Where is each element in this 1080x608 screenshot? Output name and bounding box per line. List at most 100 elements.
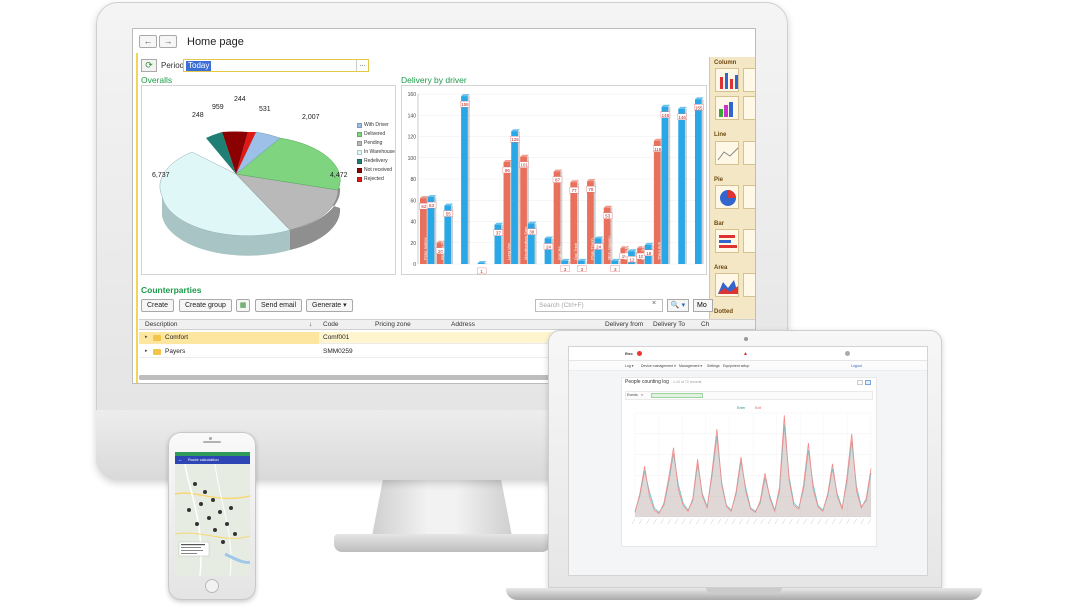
column-3d-chart-icon[interactable] <box>715 96 739 120</box>
pie-chart-icon[interactable] <box>715 185 739 209</box>
column-chart-icon[interactable] <box>715 68 739 92</box>
y-tick-label: 40 <box>410 220 416 226</box>
data-label-box <box>694 104 704 111</box>
data-label-box <box>593 243 604 250</box>
search-icon[interactable]: ⌕ <box>641 392 644 397</box>
data-label: 15 <box>622 254 628 259</box>
bar-chart-alt-icon[interactable] <box>743 229 755 253</box>
export-button[interactable]: ▦ <box>236 299 250 312</box>
bar-top <box>603 205 613 208</box>
menu-settings[interactable]: Settings <box>707 364 720 368</box>
expand-icon[interactable]: ▸ <box>145 348 148 354</box>
bar <box>511 131 518 264</box>
period-select-button[interactable]: ... <box>356 60 368 71</box>
column-header-ch[interactable]: Ch <box>701 321 710 328</box>
menu-device-management[interactable]: Device management ▾ <box>641 364 676 368</box>
menu-log[interactable]: Log ▾ <box>625 364 634 368</box>
clear-search-icon[interactable]: × <box>652 300 657 307</box>
period-input[interactable]: Today ... <box>183 59 369 72</box>
column-chart-alt-icon[interactable] <box>743 68 755 92</box>
back-button[interactable]: ← <box>139 35 157 48</box>
line-chart-icon[interactable] <box>715 141 739 165</box>
bar <box>427 197 435 264</box>
laptop-camera <box>744 337 748 341</box>
pie-rim-warehouse <box>162 196 290 256</box>
more-button[interactable]: Mo <box>693 299 713 312</box>
sort-indicator[interactable]: ↓ <box>309 321 313 328</box>
x-tick <box>731 518 736 525</box>
laptop-web-app-screen: Eteo ▲ Log ▾ Device management ▾ Managem… <box>568 346 928 576</box>
list-view-icon[interactable] <box>857 380 863 385</box>
avatar[interactable] <box>845 351 850 356</box>
pie-label: 6,737 <box>152 172 170 179</box>
filter-bar[interactable] <box>625 391 873 400</box>
bar-side <box>551 238 554 264</box>
area-chart-alt-icon[interactable] <box>743 273 755 297</box>
area-chart-icon[interactable] <box>715 273 739 297</box>
refresh-button[interactable]: ⟳ <box>141 59 157 72</box>
data-label-box <box>560 265 570 272</box>
create-button[interactable]: Create <box>141 299 175 312</box>
data-label: 12 <box>629 257 635 262</box>
bar <box>527 223 535 264</box>
expand-icon[interactable]: ▸ <box>145 334 148 340</box>
table-header: Description ↓ Code Pricing zone Address … <box>139 319 755 330</box>
bar <box>578 260 585 264</box>
horizontal-scrollbar[interactable] <box>139 375 755 380</box>
alert-icon[interactable]: ▲ <box>743 351 748 357</box>
column-header-address[interactable]: Address <box>451 321 475 328</box>
create-group-button[interactable]: Create group <box>179 299 232 312</box>
bar-side <box>534 223 537 264</box>
back-icon[interactable]: ← <box>178 457 183 462</box>
phone-camera <box>209 437 212 440</box>
web-topbar: Eteo ▲ <box>569 347 927 361</box>
column-header-pricing-zone[interactable]: Pricing zone <box>375 321 411 328</box>
table-row[interactable]: ▸ Payers SMM0259 <box>139 346 755 358</box>
forward-button[interactable]: → <box>159 35 177 48</box>
bar-side <box>426 198 429 264</box>
menu-management[interactable]: Management ▾ <box>679 364 703 368</box>
date-range-tag[interactable] <box>651 393 703 398</box>
category-label: Thien Anh <box>657 242 662 260</box>
category-label: Mohamed Mishal <box>540 229 545 260</box>
bar-chart-icon[interactable] <box>715 229 739 253</box>
search-button[interactable]: 🔍 ▾ <box>667 299 689 312</box>
bar-top <box>628 249 637 252</box>
logout-link[interactable]: Logout <box>851 364 862 368</box>
column-header-code[interactable]: Code <box>323 321 339 328</box>
laptop-notch <box>706 588 782 593</box>
line-chart-alt-icon[interactable] <box>743 141 755 165</box>
data-label: 96 <box>505 168 511 173</box>
data-label: 3 <box>564 267 567 272</box>
generate-button[interactable]: Generate ▾ <box>306 299 353 312</box>
category-label: Minh Nguyen <box>606 236 611 260</box>
legend-label: Rejected <box>364 176 384 182</box>
route-map[interactable] <box>175 464 250 576</box>
search-input[interactable]: Search (Ctrl+F) <box>535 299 663 312</box>
send-email-button[interactable]: Send email <box>255 299 303 312</box>
x-tick <box>782 518 786 525</box>
pie-chart-alt-icon[interactable] <box>743 185 755 209</box>
x-tick <box>674 518 679 525</box>
column-header-delivery-to[interactable]: Delivery To <box>653 321 686 328</box>
column-header-description[interactable]: Description <box>145 321 178 328</box>
bar-top <box>427 195 437 198</box>
bar-side <box>517 131 520 264</box>
bar-top <box>477 260 487 263</box>
data-label-box <box>527 228 537 235</box>
column-3d-alt-icon[interactable] <box>743 96 755 120</box>
chart-view-icon[interactable] <box>865 380 871 385</box>
legend-label: Redelivery <box>364 158 388 164</box>
bar-top <box>511 129 520 132</box>
y-tick-label: 140 <box>408 113 417 119</box>
bar-side <box>568 260 571 264</box>
y-tick-label: 80 <box>410 177 416 183</box>
column-header-delivery-from[interactable]: Delivery from <box>605 321 644 328</box>
phone-home-button[interactable] <box>205 579 219 593</box>
x-tick <box>860 518 865 525</box>
pie-label: 959 <box>212 104 224 111</box>
brand-logo: Eteo <box>625 352 633 356</box>
scrollbar-thumb[interactable] <box>139 375 594 380</box>
menu-equipment-setup[interactable]: Equipment setup <box>723 364 750 368</box>
x-tick <box>646 518 650 525</box>
